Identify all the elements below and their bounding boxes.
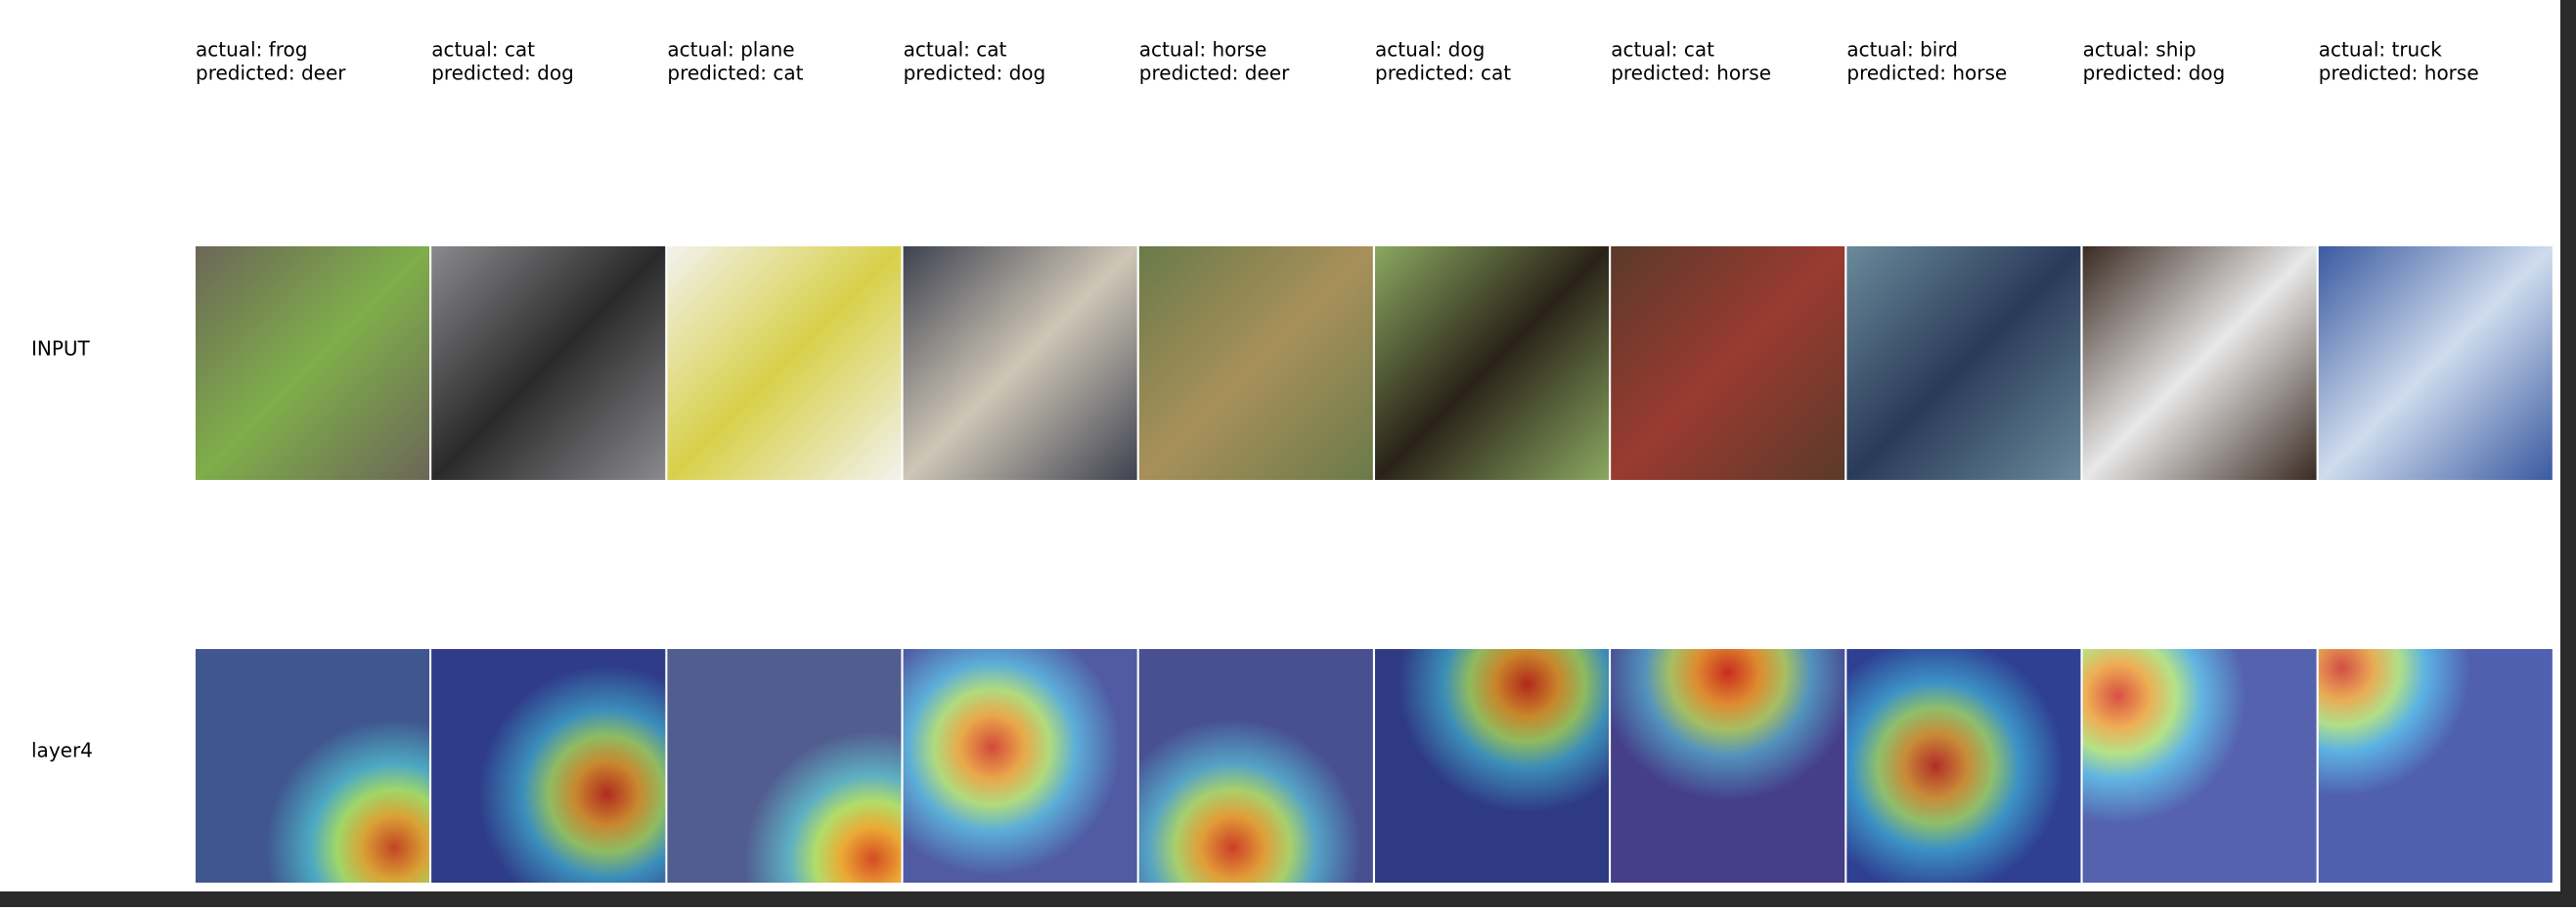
heatmap-overlay [1846,649,2081,883]
heatmap-overlay [1138,649,1373,883]
heatmap-overlay [903,649,1137,883]
input-image [2082,246,2317,480]
actual-label: actual: frog [196,38,307,62]
actual-label: actual: ship [2083,38,2197,62]
input-image [1138,246,1373,480]
heatmap-overlay [196,649,429,883]
predicted-label: predicted: cat [667,62,803,85]
predicted-label: predicted: deer [1139,62,1290,85]
input-image [1611,246,1845,480]
actual-label: actual: truck [2319,38,2442,62]
predicted-label: predicted: horse [2319,62,2479,85]
predicted-label: predicted: horse [1611,62,1771,85]
right-border [2560,0,2576,907]
actual-label: actual: bird [1846,38,1958,62]
heatmap-overlay [1611,649,1845,883]
input-image [1846,246,2081,480]
input-image [2318,246,2553,480]
heatmap-overlay [431,649,666,883]
heatmap-overlay [2082,649,2317,883]
input-image [903,246,1137,480]
row-label: layer4 [31,739,93,762]
predicted-label: predicted: dog [431,62,574,85]
actual-label: actual: cat [1611,38,1714,62]
predicted-label: predicted: horse [1846,62,2007,85]
row-label: INPUT [31,337,91,361]
actual-label: actual: horse [1139,38,1267,62]
predicted-label: predicted: dog [904,62,1046,85]
actual-label: actual: dog [1375,38,1485,62]
heatmap-overlay [1375,649,1609,883]
bottom-border [0,891,2576,907]
input-image [667,246,902,480]
actual-label: actual: cat [431,38,535,62]
actual-label: actual: plane [667,38,794,62]
heatmap-overlay [2318,649,2553,883]
input-image [196,246,429,480]
input-image [1375,246,1609,480]
predicted-label: predicted: dog [2083,62,2226,85]
actual-label: actual: cat [904,38,1007,62]
predicted-label: predicted: cat [1375,62,1511,85]
heatmap-overlay [667,649,902,883]
predicted-label: predicted: deer [196,62,346,85]
input-image [431,246,666,480]
